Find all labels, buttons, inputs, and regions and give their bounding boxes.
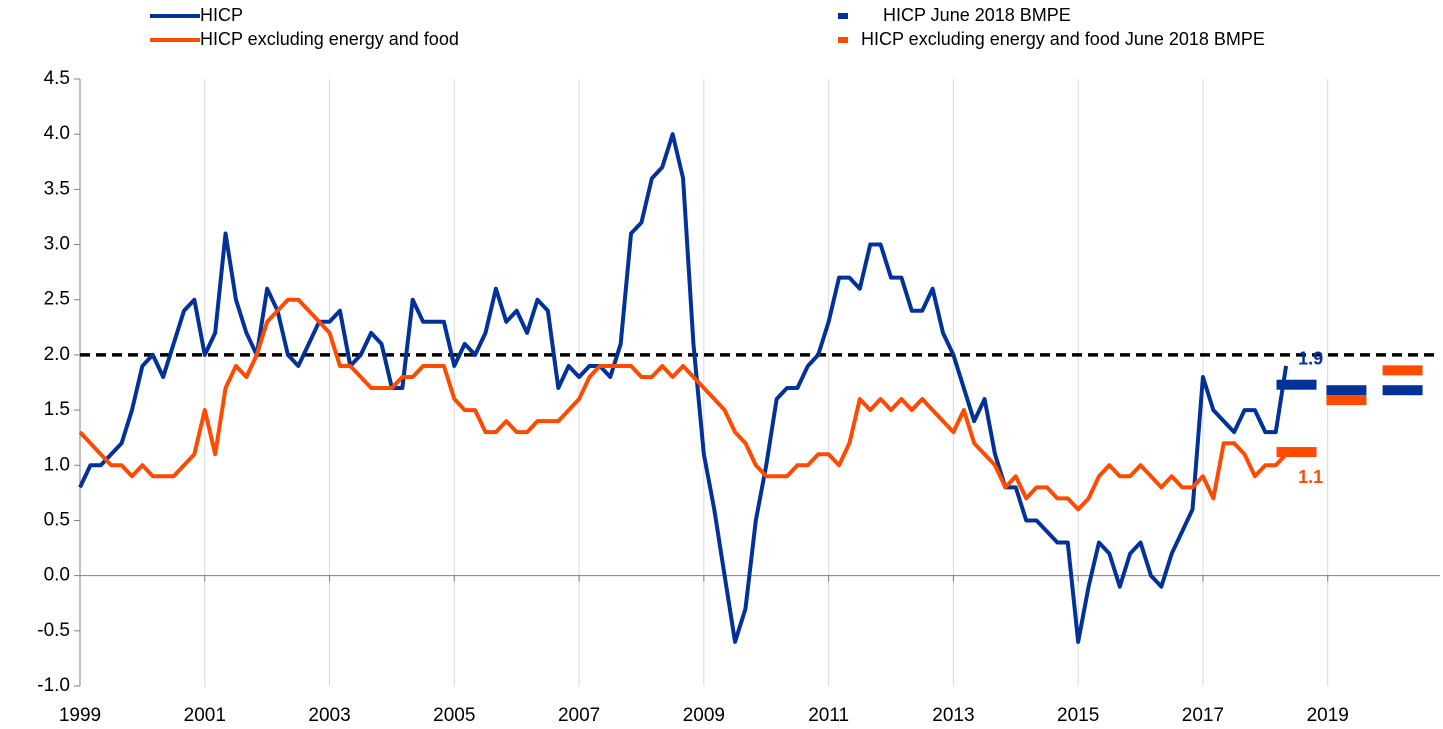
legend-label: HICP June 2018 BMPE <box>883 5 1071 25</box>
value-label: 1.9 <box>1298 349 1323 369</box>
series-line <box>78 297 1288 512</box>
x-tick-label: 2011 <box>808 705 849 726</box>
y-tick-label: 4.5 <box>44 68 70 89</box>
legend-label: HICP <box>200 5 243 25</box>
y-tick-label: -0.5 <box>37 620 70 641</box>
y-tick-label: 4.0 <box>44 123 70 144</box>
series-line <box>78 132 1289 644</box>
value-label: 1.1 <box>1298 467 1323 487</box>
y-tick-label: 3.5 <box>44 178 70 199</box>
x-tick-label: 2017 <box>1182 705 1224 726</box>
x-tick-label: 2019 <box>1307 705 1349 726</box>
legend-label: HICP excluding energy and food <box>200 29 459 49</box>
projection-mark <box>1382 385 1423 396</box>
y-tick-label: 1.0 <box>44 454 70 475</box>
legend-swatch <box>838 13 848 19</box>
x-tick-label: 2009 <box>683 705 725 726</box>
y-tick-label: 0.5 <box>44 509 70 530</box>
x-tick-label: 2013 <box>932 705 974 726</box>
projection-mark <box>1326 395 1367 406</box>
projection-mark <box>1326 385 1367 396</box>
x-tick-label: 2005 <box>433 705 475 726</box>
x-tick-label: 2001 <box>184 705 226 726</box>
x-tick-label: 2007 <box>558 705 600 726</box>
x-tick-label: 1999 <box>59 705 101 726</box>
y-tick-label: 2.0 <box>44 344 70 365</box>
legend-label: HICP excluding energy and food June 2018… <box>861 29 1265 49</box>
projection-mark <box>1276 447 1317 458</box>
x-tick-label: 2003 <box>308 705 350 726</box>
y-tick-label: 1.5 <box>44 399 70 420</box>
y-tick-label: 3.0 <box>44 234 70 255</box>
y-tick-label: 0.0 <box>44 565 70 586</box>
projection-mark <box>1382 365 1423 376</box>
projection-mark <box>1276 379 1317 390</box>
y-tick-label: -1.0 <box>37 675 70 696</box>
legend-swatch <box>838 37 848 43</box>
y-tick-label: 2.5 <box>44 289 70 310</box>
x-tick-label: 2015 <box>1057 705 1099 726</box>
